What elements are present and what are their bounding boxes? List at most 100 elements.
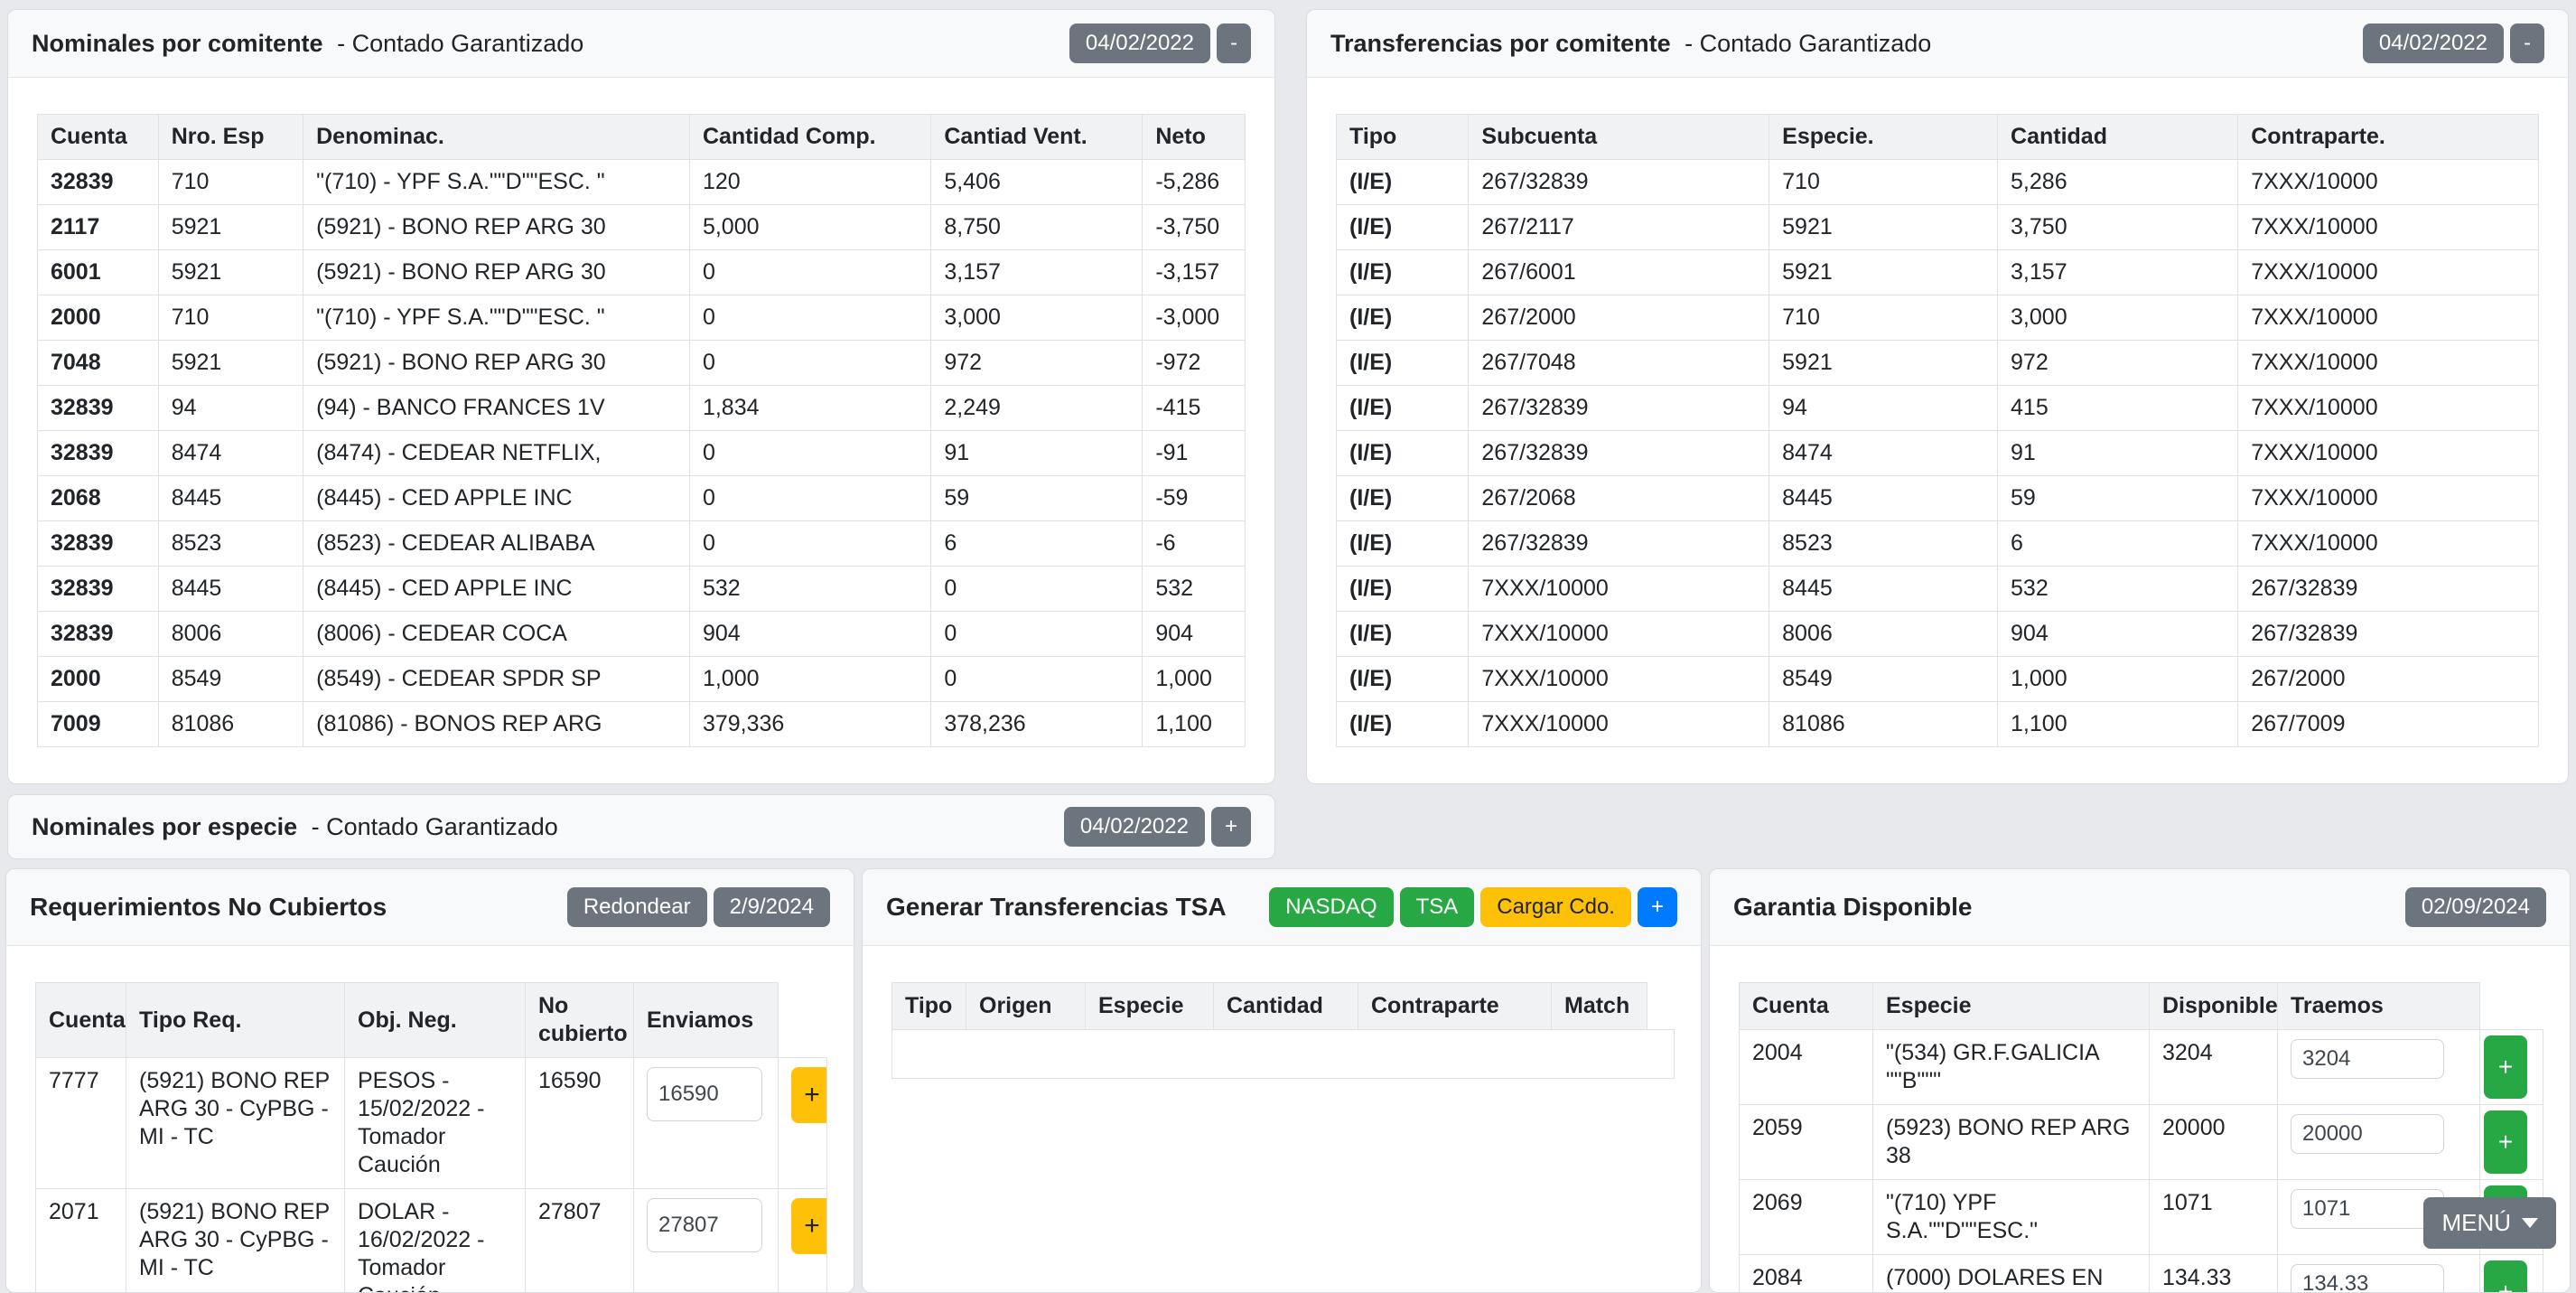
panel-subtitle: - Contado Garantizado <box>1685 30 1931 57</box>
date-button[interactable]: 02/09/2024 <box>2405 887 2546 927</box>
table-cell: 379,336 <box>689 702 930 747</box>
table-cell: 94 <box>158 386 303 431</box>
table-cell: 3,000 <box>1998 295 2238 341</box>
date-button[interactable]: 2/9/2024 <box>714 887 830 927</box>
panel-header: Generar Transferencias TSA NASDAQ TSA Ca… <box>863 869 1701 946</box>
traemos-cell <box>2278 1030 2480 1105</box>
table-cell: 532 <box>1143 567 1246 612</box>
panel-requerimientos-no-cubiertos: Requerimientos No Cubiertos Redondear 2/… <box>5 868 854 1293</box>
nasdaq-button[interactable]: NASDAQ <box>1269 887 1393 927</box>
traemos-input[interactable] <box>2291 1189 2444 1229</box>
table-cell: 7XXX/10000 <box>2238 341 2539 386</box>
traemos-input[interactable] <box>2291 1264 2444 1293</box>
add-garantia-button[interactable]: + <box>2484 1035 2527 1099</box>
tsa-button[interactable]: TSA <box>1400 887 1475 927</box>
disponible-cell: 3204 <box>2150 1030 2278 1105</box>
table-cell: -3,750 <box>1143 205 1246 250</box>
panel-title-bold: Transferencias por comitente <box>1330 30 1671 57</box>
table-cell: 8549 <box>1769 657 1998 702</box>
panel-nominales-por-comitente: Nominales por comitente - Contado Garant… <box>7 9 1275 784</box>
add-garantia-button[interactable]: + <box>2484 1110 2527 1174</box>
table-cell: 3,750 <box>1998 205 2238 250</box>
table-cell: (I/E) <box>1337 657 1469 702</box>
especie-cell: (7000) DOLARES EN C.V. <box>1873 1255 2150 1293</box>
column-header: Neto <box>1143 115 1246 160</box>
especie-cell: "(534) GR.F.GALICIA ""B""" <box>1873 1030 2150 1105</box>
disponible-cell: 134.33 <box>2150 1255 2278 1293</box>
traemos-input[interactable] <box>2291 1039 2444 1079</box>
traemos-input[interactable] <box>2291 1114 2444 1154</box>
table-cell: 0 <box>931 657 1143 702</box>
table-cell: -6 <box>1143 521 1246 567</box>
cargar-cdo-button[interactable]: Cargar Cdo. <box>1480 887 1631 927</box>
table-cell: (I/E) <box>1337 341 1469 386</box>
table-cell: 2117 <box>38 205 159 250</box>
table-cell: 5,406 <box>931 160 1143 205</box>
table-cell: 32839 <box>38 386 159 431</box>
action-cell: + <box>2480 1105 2543 1180</box>
table-cell: 81086 <box>158 702 303 747</box>
date-button[interactable]: 04/02/2022 <box>2363 23 2504 63</box>
column-header: Cuenta <box>38 115 159 160</box>
table-cell: 0 <box>689 295 930 341</box>
table-cell: 7XXX/10000 <box>1469 702 1769 747</box>
table-cell: (8549) - CEDEAR SPDR SP <box>303 657 690 702</box>
table-cell: 2,249 <box>931 386 1143 431</box>
enviamos-input[interactable] <box>647 1067 762 1121</box>
column-header: Denominac. <box>303 115 690 160</box>
table-cell: 532 <box>689 567 930 612</box>
add-transfer-button[interactable]: + <box>791 1067 827 1123</box>
table-cell: 710 <box>158 295 303 341</box>
date-button[interactable]: 04/02/2022 <box>1064 807 1205 847</box>
panel-body: Tipo Origen Especie Cantidad Contraparte… <box>863 946 1701 1079</box>
table-cell: 7XXX/10000 <box>1469 657 1769 702</box>
table-cell: 267/32839 <box>2238 567 2539 612</box>
table-cell: -3,157 <box>1143 250 1246 295</box>
column-header: Subcuenta <box>1469 115 1769 160</box>
panel-title: Requerimientos No Cubiertos <box>30 893 387 922</box>
table-cell: 5921 <box>158 205 303 250</box>
nominales-table: Cuenta Nro. Esp Denominac. Cantidad Comp… <box>37 114 1246 747</box>
add-transfer-button[interactable]: + <box>791 1198 827 1254</box>
table-cell: 7048 <box>38 341 159 386</box>
empty-rows-area <box>892 1030 1675 1079</box>
table-cell: (94) - BANCO FRANCES 1V <box>303 386 690 431</box>
table-cell: 7XXX/10000 <box>2238 160 2539 205</box>
table-cell: 1,000 <box>689 657 930 702</box>
add-button[interactable]: + <box>1638 887 1677 927</box>
action-cell: + <box>779 1189 827 1293</box>
table-cell: (8006) - CEDEAR COCA <box>303 612 690 657</box>
table-cell: 91 <box>1998 431 2238 476</box>
table-cell: 81086 <box>1769 702 1998 747</box>
column-header: No cubierto <box>526 983 634 1058</box>
table-cell: (I/E) <box>1337 250 1469 295</box>
table-cell: 6001 <box>38 250 159 295</box>
table-cell: 5921 <box>1769 341 1998 386</box>
table-cell: 7XXX/10000 <box>1469 567 1769 612</box>
table-cell: 7XXX/10000 <box>2238 295 2539 341</box>
menu-button[interactable]: MENÚ <box>2423 1197 2556 1249</box>
panel-header: Requerimientos No Cubiertos Redondear 2/… <box>6 869 854 946</box>
table-cell: 972 <box>1998 341 2238 386</box>
collapse-button[interactable]: - <box>1217 23 1251 63</box>
expand-button[interactable]: + <box>1211 807 1251 847</box>
table-cell: 0 <box>689 431 930 476</box>
column-header: Origen <box>966 983 1086 1030</box>
table-cell: (I/E) <box>1337 521 1469 567</box>
column-header: Cuenta <box>1740 983 1873 1030</box>
column-header: Tipo <box>1337 115 1469 160</box>
panel-header: Nominales por comitente - Contado Garant… <box>8 10 1274 78</box>
date-button[interactable]: 04/02/2022 <box>1069 23 1210 63</box>
cuenta-cell: 2071 <box>36 1189 126 1293</box>
cuenta-cell: 7777 <box>36 1058 126 1189</box>
redondear-button[interactable]: Redondear <box>567 887 707 927</box>
table-cell: 32839 <box>38 567 159 612</box>
enviamos-input[interactable] <box>647 1198 762 1252</box>
add-garantia-button[interactable]: + <box>2484 1260 2527 1293</box>
collapse-button[interactable]: - <box>2510 23 2544 63</box>
